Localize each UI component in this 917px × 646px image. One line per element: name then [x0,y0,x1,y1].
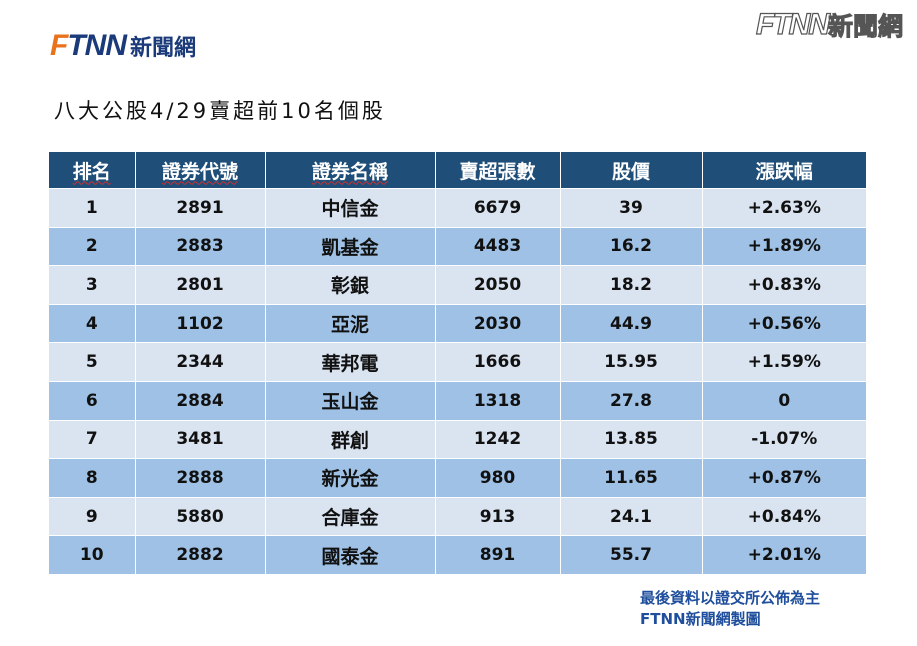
cell-name: 玉山金 [265,381,436,421]
cell-sell-volume: 980 [435,458,561,498]
cell-sell-volume: 913 [435,497,561,537]
cell-code: 2801 [135,265,266,305]
cell-change: +0.84% [702,497,866,537]
cell-code: 2882 [135,535,266,575]
cell-rank: 3 [49,265,136,305]
table-row: 8 2888 新光金 980 11.65 +0.87% [49,458,866,498]
cell-change: 0 [702,381,866,421]
cell-rank: 6 [49,381,136,421]
net-sell-table: 排名 證券代號 證券名稱 賣超張數 股價 漲跌幅 1 2891 中信金 6679… [49,152,866,575]
cell-code: 2884 [135,381,266,421]
cell-name: 亞泥 [265,304,436,344]
watermark-chinese: 新聞網 [827,12,903,42]
cell-sell-volume: 2030 [435,304,561,344]
table-row: 2 2883 凱基金 4483 16.2 +1.89% [49,227,866,267]
cell-change: +0.87% [702,458,866,498]
cell-code: 5880 [135,497,266,537]
cell-code: 2888 [135,458,266,498]
cell-change: +0.83% [702,265,866,305]
cell-price: 55.7 [560,535,703,575]
header-code: 證券代號 [135,152,266,189]
table-row: 4 1102 亞泥 2030 44.9 +0.56% [49,304,866,344]
cell-name: 華邦電 [265,342,436,382]
cell-name: 彰銀 [265,265,436,305]
cell-rank: 8 [49,458,136,498]
cell-rank: 5 [49,342,136,382]
cell-code: 3481 [135,420,266,460]
cell-change: +2.63% [702,188,866,228]
cell-price: 11.65 [560,458,703,498]
cell-price: 44.9 [560,304,703,344]
cell-price: 24.1 [560,497,703,537]
cell-rank: 4 [49,304,136,344]
header-rank: 排名 [49,152,136,189]
cell-sell-volume: 2050 [435,265,561,305]
table-row: 6 2884 玉山金 1318 27.8 0 [49,381,866,421]
table-row: 1 2891 中信金 6679 39 +2.63% [49,188,866,228]
footnote-credit: FTNN新聞網製圖 [640,610,761,628]
cell-rank: 9 [49,497,136,537]
cell-price: 39 [560,188,703,228]
cell-price: 16.2 [560,227,703,267]
cell-sell-volume: 891 [435,535,561,575]
table-row: 5 2344 華邦電 1666 15.95 +1.59% [49,342,866,382]
header-sell-volume: 賣超張數 [435,152,561,189]
cell-name: 國泰金 [265,535,436,575]
ftnn-logo-chinese: 新聞網 [129,36,196,61]
cell-change: +1.89% [702,227,866,267]
cell-name: 群創 [265,420,436,460]
cell-code: 2891 [135,188,266,228]
ftnn-logo: FTNN 新聞網 [50,29,196,62]
cell-code: 2344 [135,342,266,382]
cell-change: +2.01% [702,535,866,575]
table-row: 3 2801 彰銀 2050 18.2 +0.83% [49,265,866,305]
ftnn-watermark-logo: FTNN 新聞網 [755,7,903,42]
watermark-mark: FTNN [755,7,830,41]
cell-price: 13.85 [560,420,703,460]
cell-price: 18.2 [560,265,703,305]
header-change: 漲跌幅 [702,152,866,189]
ftnn-logo-mark: FTNN [50,29,127,62]
cell-price: 27.8 [560,381,703,421]
header-name: 證券名稱 [265,152,436,189]
cell-price: 15.95 [560,342,703,382]
cell-name: 合庫金 [265,497,436,537]
cell-rank: 1 [49,188,136,228]
cell-sell-volume: 4483 [435,227,561,267]
header-price: 股價 [560,152,703,189]
cell-change: +0.56% [702,304,866,344]
cell-rank: 2 [49,227,136,267]
cell-name: 中信金 [265,188,436,228]
cell-change: +1.59% [702,342,866,382]
cell-sell-volume: 1242 [435,420,561,460]
cell-code: 1102 [135,304,266,344]
page-title: 八大公股4/29賣超前10名個股 [54,99,386,123]
table-header-row: 排名 證券代號 證券名稱 賣超張數 股價 漲跌幅 [49,152,866,189]
cell-code: 2883 [135,227,266,267]
cell-change: -1.07% [702,420,866,460]
cell-name: 新光金 [265,458,436,498]
table-row: 10 2882 國泰金 891 55.7 +2.01% [49,535,866,575]
footnote-source: 最後資料以證交所公佈為主 [640,589,821,607]
cell-name: 凱基金 [265,227,436,267]
cell-rank: 7 [49,420,136,460]
cell-sell-volume: 6679 [435,188,561,228]
cell-rank: 10 [49,535,136,575]
table-row: 9 5880 合庫金 913 24.1 +0.84% [49,497,866,537]
table-row: 7 3481 群創 1242 13.85 -1.07% [49,420,866,460]
cell-sell-volume: 1318 [435,381,561,421]
cell-sell-volume: 1666 [435,342,561,382]
footnote: 最後資料以證交所公佈為主 FTNN新聞網製圖 [640,588,820,630]
